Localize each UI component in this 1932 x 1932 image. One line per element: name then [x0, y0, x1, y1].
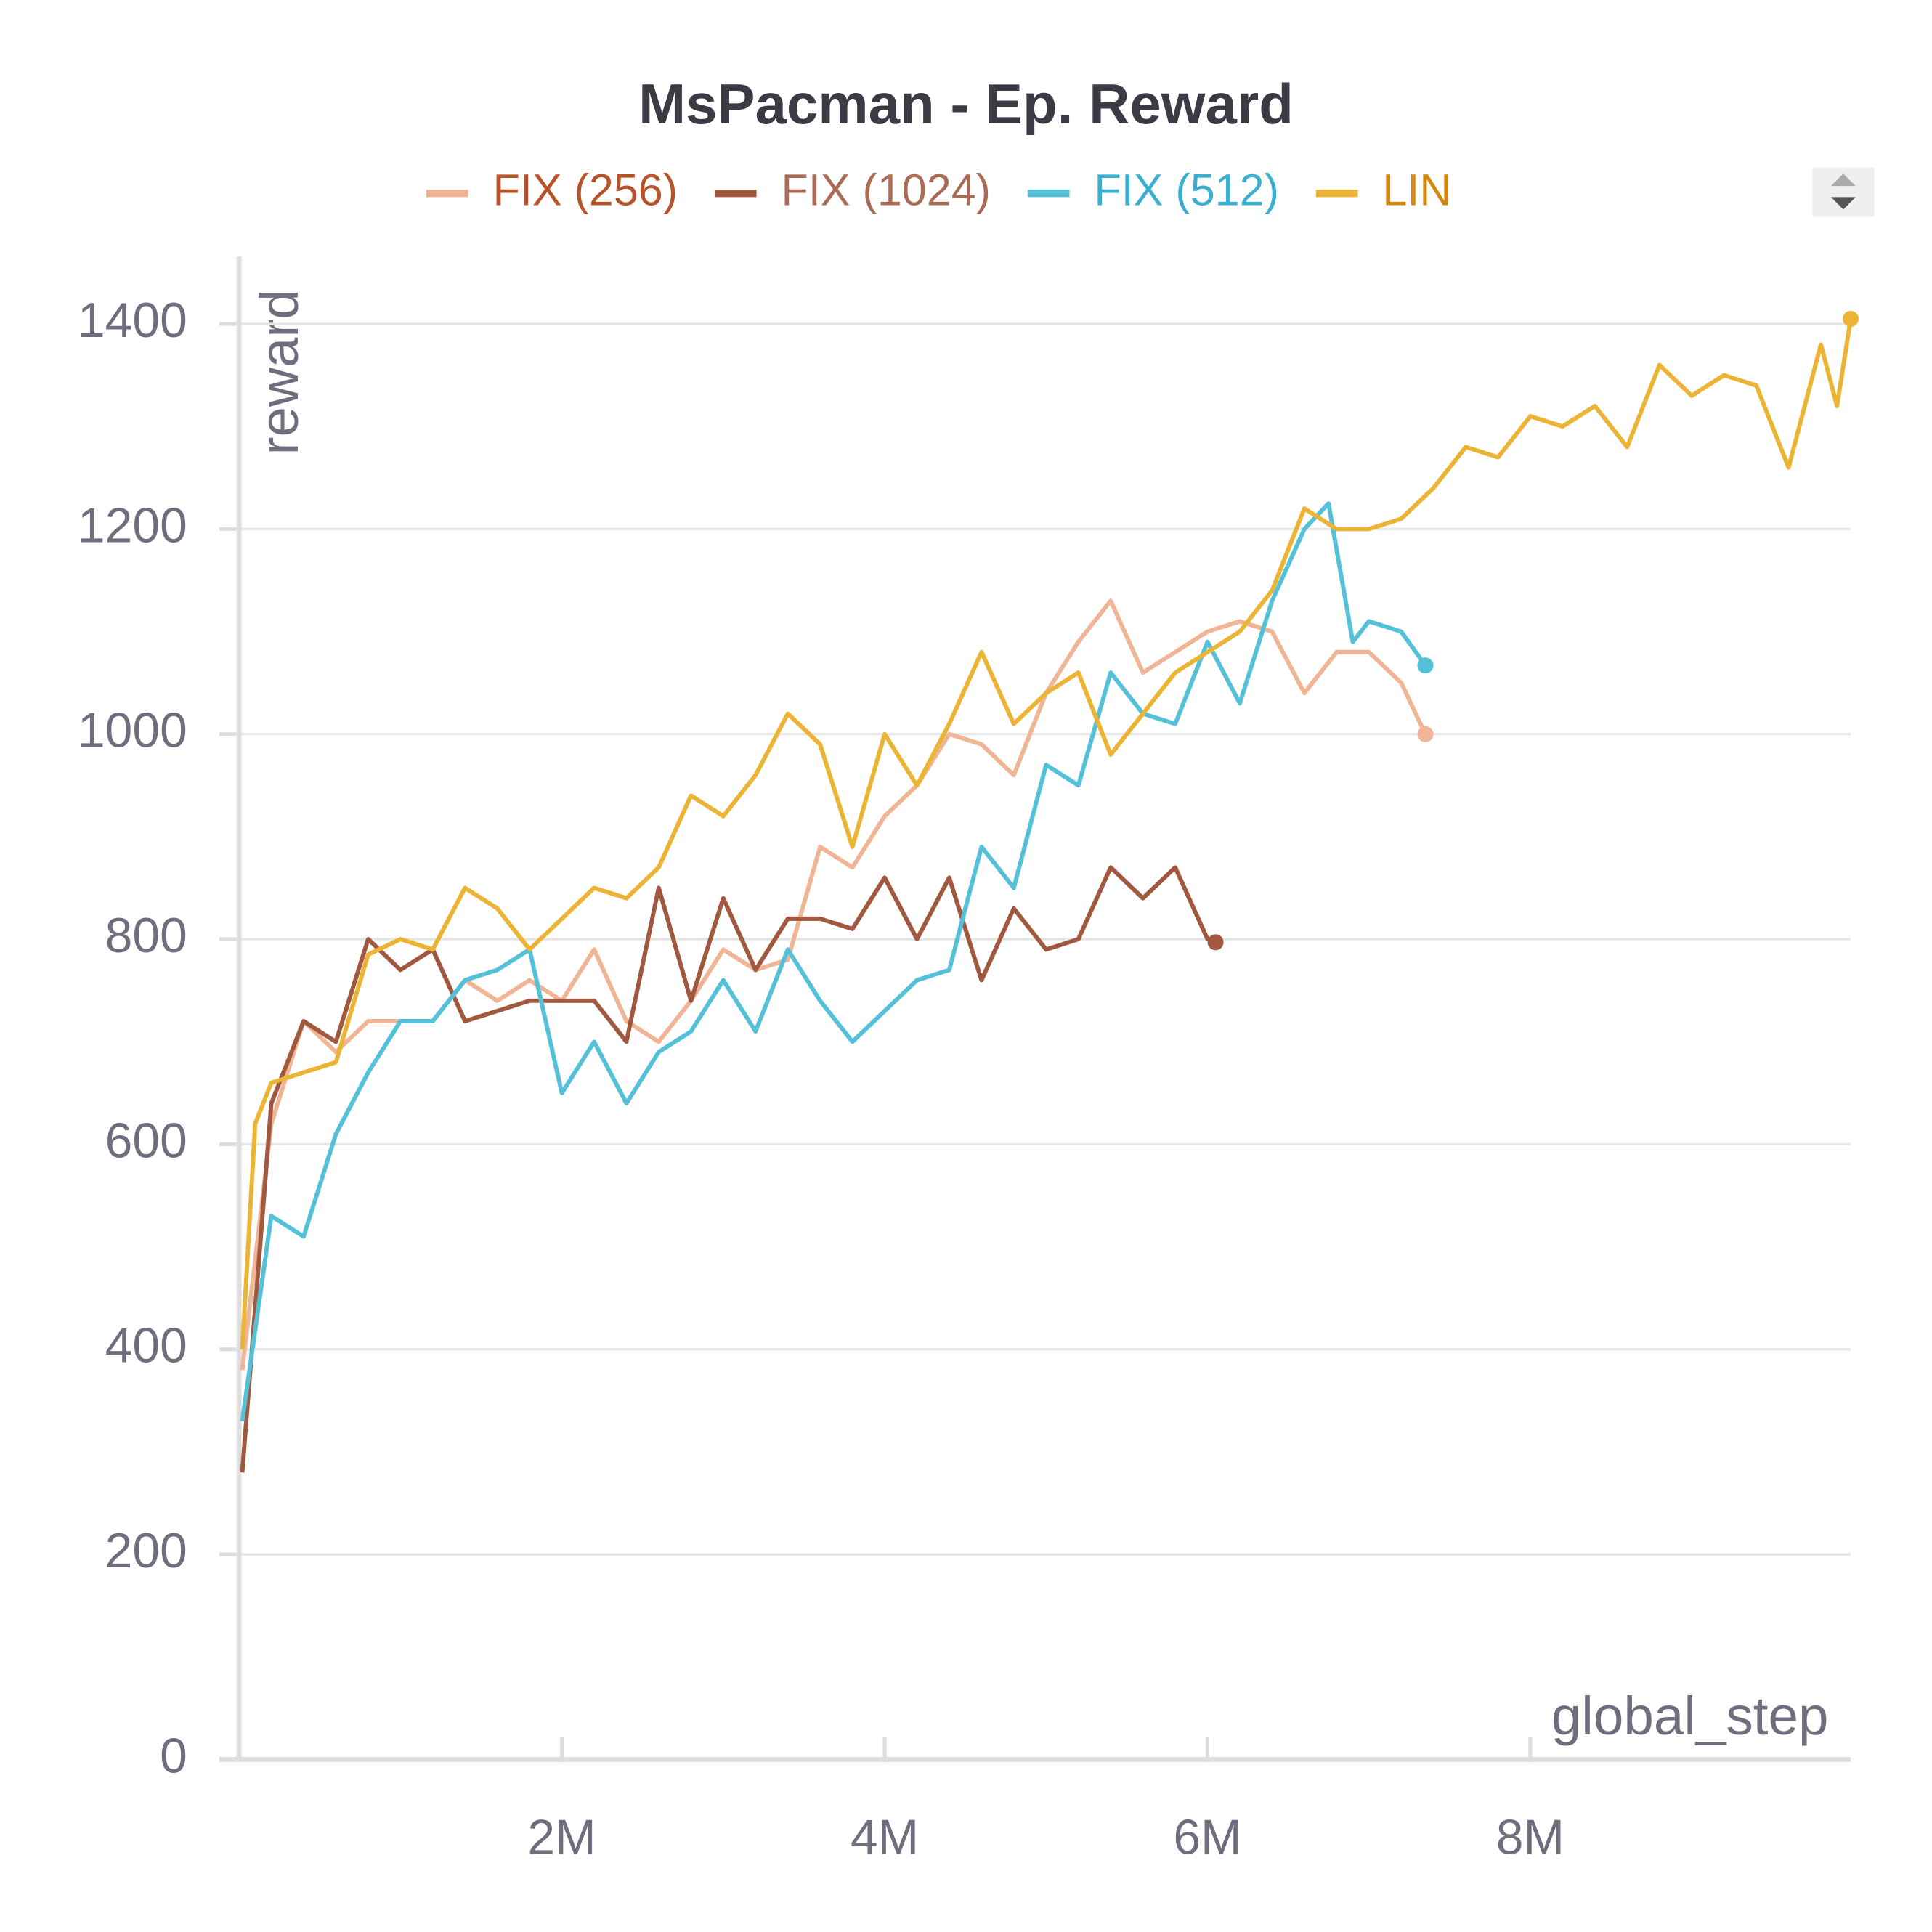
end-point	[1207, 934, 1224, 951]
legend-label: FIX (256)	[493, 165, 678, 214]
x-axis-label: global_step	[1551, 1685, 1829, 1746]
series-line	[240, 598, 1428, 1371]
y-tick-label: 1400	[78, 293, 187, 348]
series-line	[240, 318, 1853, 1349]
y-tick-label: 1000	[78, 704, 187, 758]
y-axis-label: reward	[248, 289, 309, 455]
series-line	[240, 501, 1427, 1422]
legend-label: LIN	[1382, 165, 1451, 214]
end-point	[1843, 310, 1859, 328]
chart-title: MsPacman - Ep. Reward	[638, 72, 1294, 136]
x-tick-label: 6M	[1173, 1810, 1241, 1864]
legend-label: FIX (1024)	[782, 165, 991, 214]
y-tick-label: 1200	[78, 498, 187, 553]
x-tick-label: 4M	[851, 1810, 919, 1864]
y-tick-label: 0	[160, 1729, 187, 1783]
y-tick-label: 400	[105, 1319, 187, 1373]
scroll-up[interactable]	[1830, 174, 1856, 187]
x-tick-label: 8M	[1496, 1810, 1564, 1864]
end-point	[1417, 726, 1434, 742]
x-tick-label: 2M	[527, 1810, 596, 1864]
legend-label: FIX (512)	[1094, 165, 1279, 214]
scroll-down[interactable]	[1830, 197, 1856, 210]
scroll-control[interactable]	[1812, 167, 1875, 217]
y-tick-label: 600	[105, 1113, 187, 1168]
y-tick-label: 200	[105, 1524, 187, 1578]
end-point	[1417, 657, 1434, 674]
series-line	[240, 865, 1217, 1473]
y-tick-label: 800	[105, 909, 187, 963]
